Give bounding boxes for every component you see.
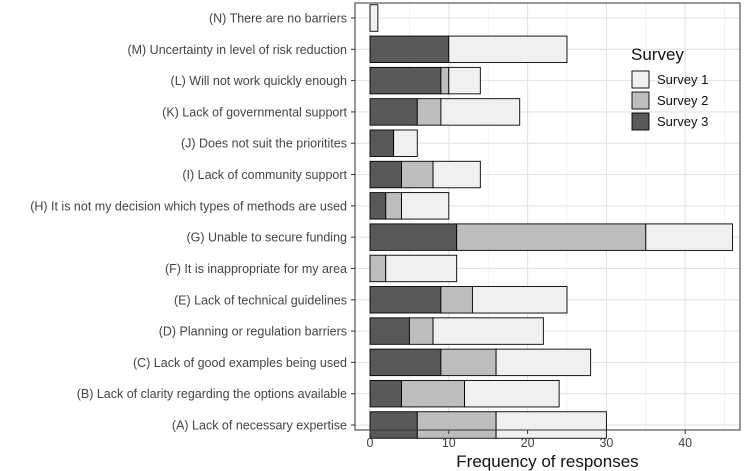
category-label: (A) Lack of necessary expertise — [172, 419, 347, 433]
category-label: (I) Lack of community support — [182, 168, 347, 182]
bar-survey-3 — [369, 317, 410, 345]
bar-survey-2 — [416, 98, 442, 126]
bar-survey-3 — [369, 223, 458, 251]
bar-survey-3 — [369, 160, 402, 189]
x-axis-title: Frequency of responses — [456, 452, 638, 471]
bar-survey-3 — [369, 411, 418, 439]
bar-survey-1 — [448, 35, 568, 64]
bar-survey-1 — [448, 66, 481, 95]
legend-swatch — [631, 70, 650, 89]
bar-survey-2 — [416, 411, 497, 439]
bar-survey-3 — [369, 66, 442, 95]
bar-survey-1 — [645, 223, 733, 251]
legend-label: Survey 1 — [657, 72, 708, 87]
bar-survey-1 — [393, 129, 418, 157]
bar-survey-2 — [440, 286, 473, 314]
category-label: (D) Planning or regulation barriers — [159, 325, 347, 339]
category-label: (K) Lack of governmental support — [162, 105, 347, 119]
x-tick-label: 10 — [442, 436, 456, 450]
category-label: (F) It is inappropriate for my area — [165, 262, 347, 276]
category-label: (N) There are no barriers — [209, 12, 347, 26]
bar-survey-3 — [369, 286, 442, 314]
bar-survey-1 — [495, 411, 607, 439]
bar-survey-2 — [440, 66, 450, 95]
bar-survey-2 — [369, 254, 387, 283]
legend-swatch — [631, 112, 650, 131]
bar-survey-3 — [369, 98, 418, 126]
bar-survey-1 — [369, 4, 379, 32]
category-label: (E) Lack of technical guidelines — [174, 293, 347, 307]
bar-survey-2 — [401, 160, 434, 189]
legend-title: Survey — [631, 45, 684, 64]
category-label: (J) Does not suit the prioritites — [181, 137, 347, 151]
bar-survey-1 — [440, 98, 521, 126]
legend-swatch — [631, 91, 650, 110]
x-tick-label: 30 — [599, 436, 613, 450]
plot-border — [354, 2, 741, 431]
bar-survey-2 — [401, 379, 466, 408]
x-tick-label: 0 — [367, 436, 374, 450]
x-tick-label: 40 — [678, 436, 692, 450]
bar-survey-3 — [369, 192, 387, 220]
legend-label: Survey 3 — [657, 114, 708, 129]
category-label: (H) It is not my decision which types of… — [30, 199, 347, 213]
bar-survey-2 — [456, 223, 647, 251]
bar-survey-3 — [369, 129, 395, 157]
category-label: (M) Uncertainty in level of risk reducti… — [127, 43, 347, 57]
category-label: (G) Unable to secure funding — [186, 231, 347, 245]
bar-survey-3 — [369, 379, 402, 408]
category-label: (C) Lack of good examples being used — [133, 356, 347, 370]
category-label: (L) Will not work quickly enough — [171, 74, 348, 88]
bar-survey-1 — [464, 379, 560, 408]
bar-survey-2 — [408, 317, 434, 345]
bar-survey-2 — [440, 348, 497, 377]
bar-survey-3 — [369, 35, 450, 64]
bar-survey-1 — [471, 286, 568, 314]
bar-survey-1 — [385, 254, 458, 283]
bar-survey-1 — [495, 348, 592, 377]
bar-survey-1 — [401, 192, 450, 220]
category-label: (B) Lack of clarity regarding the option… — [77, 387, 347, 401]
x-tick-label: 20 — [521, 436, 535, 450]
bar-survey-3 — [369, 348, 442, 377]
bar-survey-2 — [385, 192, 402, 220]
bar-survey-1 — [432, 317, 544, 345]
bar-survey-1 — [432, 160, 481, 189]
legend-label: Survey 2 — [657, 93, 708, 108]
